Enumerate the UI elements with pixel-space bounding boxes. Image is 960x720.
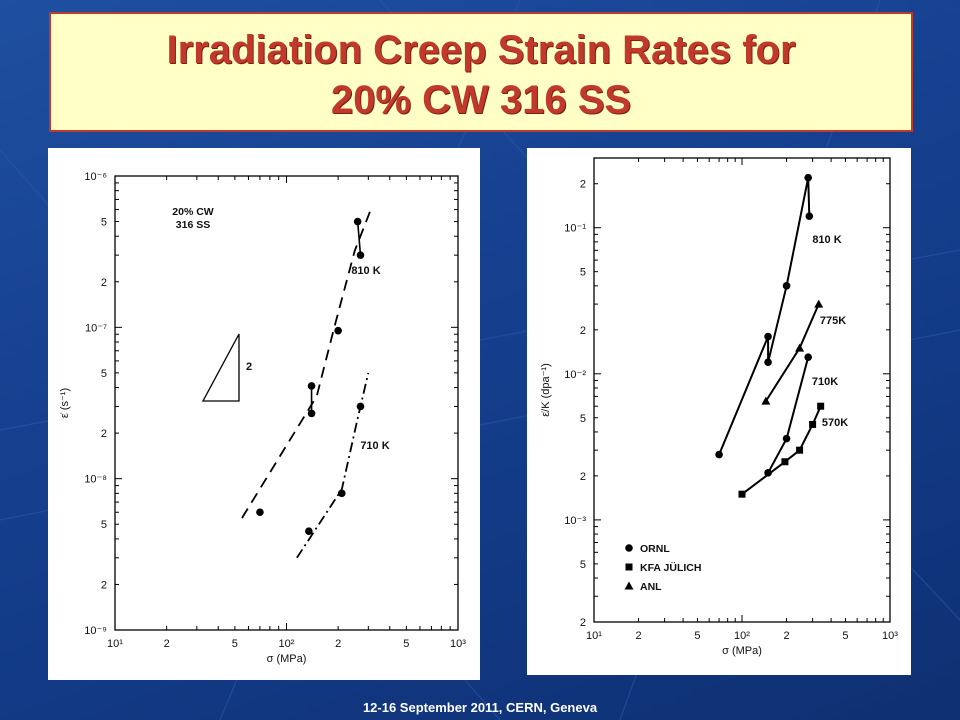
y-tick-label: 5 xyxy=(101,217,107,229)
y-tick-label: 10⁻⁸ xyxy=(84,474,107,486)
material-annotation: 20% CW xyxy=(172,206,214,218)
data-point xyxy=(761,396,771,405)
y-tick-label: 2 xyxy=(580,471,586,483)
y-tick-label: 2 xyxy=(101,579,107,591)
y-tick-label: 10⁻¹ xyxy=(564,223,586,235)
x-tick-label: 5 xyxy=(694,630,700,642)
x-tick-label: 10¹ xyxy=(107,638,123,650)
data-point xyxy=(795,343,805,352)
data-point xyxy=(782,282,791,290)
legend-label: ANL xyxy=(640,581,662,593)
data-point xyxy=(764,332,772,341)
y-tick-label: 10⁻⁶ xyxy=(84,171,107,183)
x-tick-label: 5 xyxy=(842,630,848,642)
data-point xyxy=(782,434,791,443)
y-tick-label: 5 xyxy=(101,368,107,380)
data-point xyxy=(356,402,365,411)
series-label: 570K xyxy=(822,417,848,429)
series-line xyxy=(767,356,810,474)
slope-label: 2 xyxy=(246,361,252,373)
data-point xyxy=(781,458,789,466)
y-tick-label: 10⁻³ xyxy=(564,515,586,527)
y-tick-label: 5 xyxy=(101,519,107,531)
y-tick-label: 2 xyxy=(101,277,107,289)
series-line xyxy=(765,303,820,402)
series-label: 710 K xyxy=(360,440,389,452)
series-label: 810 K xyxy=(351,265,380,277)
data-point xyxy=(804,173,812,182)
left-chart-panel: 10¹ 2 5 10² 2 5 10³ 10⁻⁹ 2 5 10⁻⁸ 2 5 10⁻⁷ 2 5 10⁻⁶ σ (MP… xyxy=(48,148,480,680)
y-tick-label: 2 xyxy=(101,428,107,440)
x-tick-label: 10² xyxy=(734,630,750,642)
x-tick-label: 10¹ xyxy=(586,630,602,642)
y-axis-label: ε̇/K (dpa⁻¹) xyxy=(540,363,552,417)
series-line xyxy=(718,177,811,455)
legend-marker xyxy=(624,581,634,590)
error-bar xyxy=(356,221,362,256)
data-point xyxy=(817,402,825,410)
y-tick-label: 2 xyxy=(580,179,586,191)
x-tick-label: 2 xyxy=(164,638,170,650)
data-point xyxy=(805,212,814,220)
right-chart-panel: 10¹ 2 5 10² 2 5 10³ 2 5 10⁻³ 2 5 10⁻² 2 5 10⁻¹ 2 σ (MPa) ε… xyxy=(527,148,911,675)
slope-triangle xyxy=(201,333,240,402)
title-line-2: 20% CW 316 SS xyxy=(330,78,632,122)
y-tick-label: 2 xyxy=(580,325,586,337)
x-tick-label: 10² xyxy=(279,638,295,650)
data-point xyxy=(305,527,313,535)
y-tick-label: 10⁻⁷ xyxy=(85,322,107,334)
legend-marker xyxy=(625,544,633,552)
x-tick-label: 5 xyxy=(403,638,409,650)
material-annotation: 316 SS xyxy=(176,219,210,231)
legend-label: ORNL xyxy=(640,543,670,555)
x-tick-label: 5 xyxy=(232,638,238,650)
series-label: 710K xyxy=(812,376,838,388)
data-point xyxy=(353,217,362,226)
creep-rate-chart-stress: 10¹ 2 5 10² 2 5 10³ 10⁻⁹ 2 5 10⁻⁸ 2 5 10⁻⁷ 2 5 10⁻⁶ σ (MP… xyxy=(59,171,466,665)
x-tick-label: 2 xyxy=(335,638,341,650)
series-label: 810 K xyxy=(812,234,841,246)
x-tick-label: 10³ xyxy=(882,630,898,642)
y-tick-label: 10⁻² xyxy=(564,369,586,381)
data-point xyxy=(796,446,804,454)
data-point xyxy=(764,358,772,367)
plot-frame xyxy=(114,175,459,631)
x-tick-label: 2 xyxy=(783,630,789,642)
data-point xyxy=(334,326,342,335)
series-label: 775K xyxy=(820,315,846,327)
x-axis-label: σ (MPa) xyxy=(722,645,762,657)
data-point xyxy=(256,508,264,517)
data-point xyxy=(814,299,824,308)
y-tick-label: 5 xyxy=(580,413,586,425)
data-point xyxy=(738,490,746,498)
legend-marker xyxy=(625,563,633,571)
y-tick-label: 2 xyxy=(580,617,586,629)
data-point xyxy=(715,450,723,459)
series-fit-line xyxy=(241,209,372,519)
data-point xyxy=(804,353,812,361)
y-tick-label: 5 xyxy=(580,267,586,279)
title-line-1: Irradiation Creep Strain Rates for xyxy=(166,28,796,72)
y-tick-label: 5 xyxy=(580,559,586,571)
slide-title: Irradiation Creep Strain Rates for 20% C… xyxy=(49,12,913,132)
footer-text: 12-16 September 2011, CERN, Geneva xyxy=(362,700,598,715)
data-point xyxy=(337,489,346,498)
data-point xyxy=(809,420,817,428)
x-tick-label: 2 xyxy=(635,630,641,642)
y-axis-label: ε̇ (s⁻¹) xyxy=(59,388,71,418)
x-axis-label: σ (MPa) xyxy=(267,653,307,665)
plot-frame xyxy=(593,157,891,623)
legend-label: KFA JÜLICH xyxy=(640,561,701,574)
series-fit-line xyxy=(296,372,370,559)
y-tick-label: 10⁻⁹ xyxy=(84,625,107,637)
x-tick-label: 10³ xyxy=(450,638,466,650)
